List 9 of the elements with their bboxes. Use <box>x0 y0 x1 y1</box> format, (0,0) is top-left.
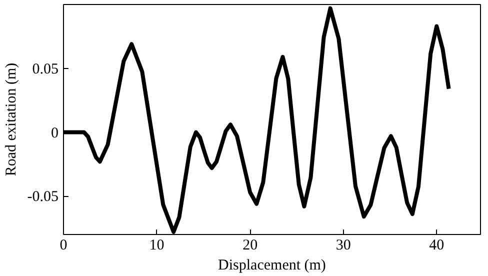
y-tick-label: -0.05 <box>27 189 59 206</box>
y-tick-label: 0.05 <box>32 61 58 78</box>
x-tick-label: 10 <box>149 238 164 254</box>
x-tick-label: 40 <box>429 238 444 254</box>
x-tick-label: 20 <box>242 238 258 254</box>
y-axis-title: Road exitation (m) <box>3 62 20 176</box>
x-tick-label: 30 <box>336 238 351 254</box>
y-tick-label: 0 <box>51 125 58 142</box>
x-axis-title: Displacement (m) <box>218 258 326 274</box>
